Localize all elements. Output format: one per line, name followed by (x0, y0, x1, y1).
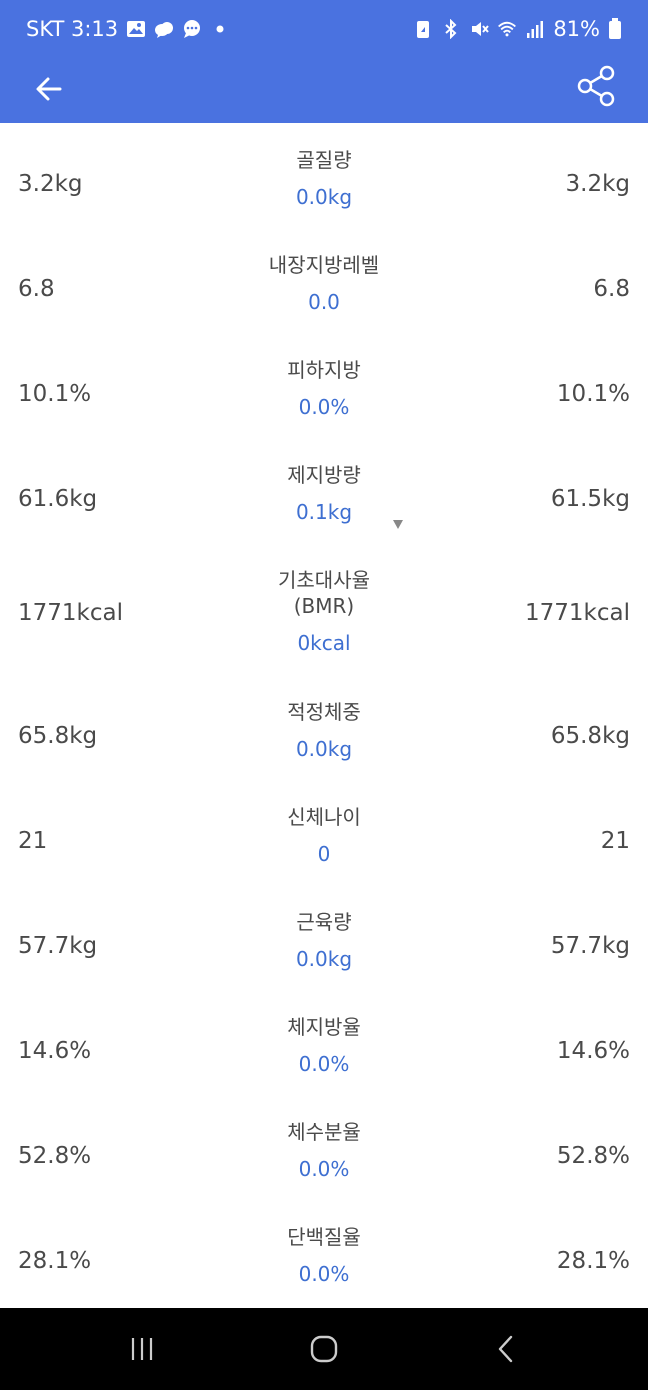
list-item: 52.8% 체수분율 0.0% 52.8% (0, 1095, 648, 1200)
share-button[interactable] (572, 62, 620, 110)
previous-value: 10.1% (18, 381, 92, 407)
current-value: 65.8kg (550, 723, 630, 749)
status-left: SKT 3:13 (26, 17, 413, 41)
arrow-left-icon (36, 77, 62, 101)
current-value: 10.1% (556, 381, 630, 407)
metric-center: 제지방량 0.1kg (174, 462, 474, 529)
metric-center: 적정체중 0.0kg (174, 699, 474, 761)
metric-difference: 0.0% (298, 1262, 350, 1286)
metric-name: 골질량 (296, 148, 352, 172)
gallery-icon (127, 21, 146, 37)
home-icon (310, 1335, 338, 1363)
app-bar (0, 58, 648, 123)
signal-icon (527, 21, 544, 38)
metric-name: 내장지방레벨 (268, 253, 380, 277)
dot-icon (216, 25, 224, 33)
previous-value: 28.1% (18, 1248, 92, 1274)
metric-center: 근육량 0.0kg (174, 909, 474, 971)
list-item: 57.7kg 근육량 0.0kg 57.7kg (0, 885, 648, 990)
list-item: 65.8kg 적정체중 0.0kg 65.8kg (0, 675, 648, 780)
battery-saver-icon (417, 21, 430, 38)
current-value: 52.8% (556, 1143, 630, 1169)
list-item: 14.6% 체지방율 0.0% 14.6% (0, 990, 648, 1095)
metric-center: 신체나이 0 (174, 804, 474, 866)
metric-difference: 0kcal (297, 631, 351, 655)
status-right: 81% (413, 17, 622, 41)
metric-name: 근육량 (296, 910, 352, 934)
current-value: 14.6% (556, 1038, 630, 1064)
metric-name: 단백질율 (287, 1225, 361, 1249)
status-bar: SKT 3:13 (0, 0, 648, 58)
current-value: 28.1% (556, 1248, 630, 1274)
metric-center: 체지방율 0.0% (174, 1014, 474, 1076)
list-item: 3.2kg 골질량 0.0kg 3.2kg (0, 123, 648, 228)
metric-difference: 0.0% (298, 1052, 350, 1076)
current-value: 1771kcal (525, 600, 630, 626)
current-value: 3.2kg (565, 171, 631, 197)
comparison-list[interactable]: 3.2kg 골질량 0.0kg 3.2kg 6.8 내장지방레벨 0.0 6.8… (0, 123, 648, 1308)
previous-value: 3.2kg (18, 171, 83, 197)
previous-value: 57.7kg (18, 933, 98, 959)
current-value: 6.8 (593, 276, 630, 302)
list-item: 1771kcal 기초대사율 (BMR) 0kcal 1771kcal (0, 543, 648, 675)
metric-center: 내장지방레벨 0.0 (174, 252, 474, 314)
nav-back-icon (498, 1335, 513, 1363)
chat-icon (184, 20, 201, 38)
metric-difference: 0.0kg (295, 737, 353, 761)
metric-name: 신체나이 (287, 805, 361, 829)
metric-center: 단백질율 0.0% (174, 1224, 474, 1286)
current-value: 61.5kg (550, 486, 630, 512)
metric-difference: 0.0kg (295, 185, 353, 209)
metric-difference: 0.1kg (295, 500, 353, 524)
metric-difference: 0 (317, 842, 331, 866)
list-item: 10.1% 피하지방 0.0% 10.1% (0, 333, 648, 438)
metric-name-line1: 기초대사율 (278, 568, 370, 592)
navigation-bar (0, 1308, 648, 1390)
metric-name: 체수분율 (287, 1120, 361, 1144)
bluetooth-icon (445, 19, 457, 39)
previous-value: 1771kcal (18, 600, 123, 626)
metric-center: 골질량 0.0kg (174, 147, 474, 209)
metric-name: 피하지방 (287, 358, 361, 382)
cloud-icon (155, 22, 174, 38)
battery-icon (609, 18, 621, 39)
current-value: 21 (600, 828, 630, 854)
mute-icon (472, 22, 490, 36)
recents-button[interactable] (122, 1329, 162, 1369)
current-value: 57.7kg (550, 933, 630, 959)
metric-difference: 0.0% (298, 1157, 350, 1181)
list-item: 6.8 내장지방레벨 0.0 6.8 (0, 228, 648, 333)
wifi-icon (498, 21, 517, 37)
status-time: SKT 3:13 (26, 17, 119, 41)
previous-value: 6.8 (18, 276, 55, 302)
metric-center: 체수분율 0.0% (174, 1119, 474, 1181)
previous-value: 61.6kg (18, 486, 98, 512)
system-back-button[interactable] (486, 1329, 526, 1369)
metric-difference: 0.0 (308, 290, 340, 314)
metric-name: 제지방량 (287, 463, 361, 487)
metric-name-line2: (BMR) (293, 594, 355, 618)
metric-name: 체지방율 (287, 1015, 361, 1039)
metric-name: 적정체중 (287, 700, 361, 724)
previous-value: 21 (18, 828, 48, 854)
list-item: 21 신체나이 0 21 (0, 780, 648, 885)
metric-difference: 0.0kg (295, 947, 353, 971)
metric-center: 피하지방 0.0% (174, 357, 474, 419)
previous-value: 14.6% (18, 1038, 92, 1064)
home-button[interactable] (304, 1329, 344, 1369)
trend-down-icon (393, 520, 403, 529)
previous-value: 52.8% (18, 1143, 92, 1169)
list-item: 61.6kg 제지방량 0.1kg 61.5kg (0, 438, 648, 543)
recents-icon (131, 1338, 153, 1360)
share-icon (577, 65, 615, 107)
list-item: 28.1% 단백질율 0.0% 28.1% (0, 1200, 648, 1305)
back-button[interactable] (28, 68, 70, 110)
battery-percentage: 81% (553, 17, 600, 41)
previous-value: 65.8kg (18, 723, 98, 749)
metric-center: 기초대사율 (BMR) 0kcal (174, 567, 474, 655)
metric-difference: 0.0% (298, 395, 350, 419)
